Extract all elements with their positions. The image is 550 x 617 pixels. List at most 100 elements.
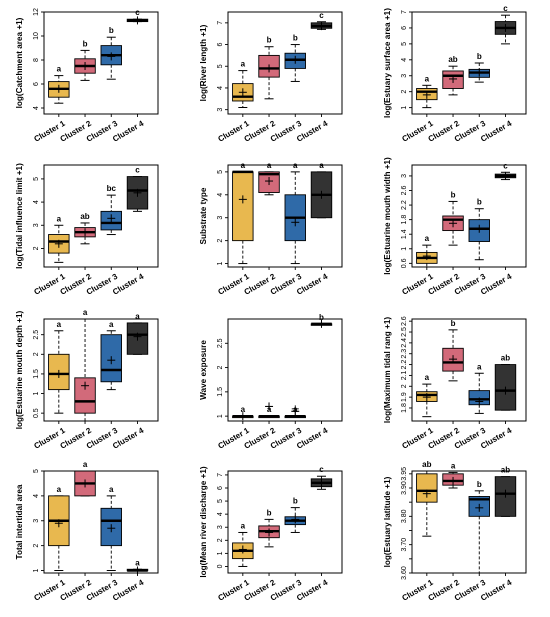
plot-frame (411, 11, 527, 115)
y-tick-label: 0 (217, 564, 224, 568)
y-tick-label: 2.3 (401, 349, 408, 359)
box-group: b (258, 36, 280, 100)
box-group: a (74, 308, 96, 422)
significance-letter: c (319, 465, 324, 474)
y-tick-label: 1.5 (217, 387, 224, 397)
box-group: b (468, 52, 490, 83)
y-axis-label: log(Catchment area +1) (15, 17, 24, 108)
significance-letter: a (477, 362, 482, 371)
y-tick-label: 7 (217, 21, 224, 25)
y-tick-label: 3.60 (401, 566, 408, 580)
y-axis-label: log(Estuarine mouth depth +1) (15, 310, 24, 429)
box-group: a (126, 558, 149, 575)
plot-frame (43, 318, 159, 422)
box-group: ab (442, 55, 464, 96)
y-tick-label: 1.8 (401, 403, 408, 413)
y-axis-label: log(Estuarine mouth width +1) (383, 157, 392, 275)
plot-frame (43, 470, 159, 574)
box-group: a (442, 461, 464, 489)
box-group: b (442, 190, 464, 246)
y-tick-label: 10 (33, 32, 40, 40)
box-group: a (310, 161, 333, 219)
y-tick-label: 4 (217, 193, 224, 197)
significance-letter: a (57, 214, 62, 223)
box-group: a (284, 161, 306, 265)
box-group: b (442, 319, 464, 382)
y-tick-label: 3.70 (401, 538, 408, 552)
significance-letter: a (109, 320, 114, 329)
significance-letter: a (83, 308, 88, 317)
significance-letter: ab (80, 212, 89, 221)
box-group: b (258, 508, 280, 548)
box-group: a (416, 234, 438, 268)
significance-letter: b (319, 313, 324, 322)
y-axis-label: Total intertidal area (15, 484, 24, 559)
y-tick-label: 5 (217, 499, 224, 503)
y-tick-label: 2 (33, 544, 40, 548)
y-tick-label: 1.4 (401, 229, 408, 239)
y-tick-label: 1 (33, 568, 40, 572)
y-tick-label: 6 (217, 43, 224, 47)
box-group: a (258, 161, 280, 196)
significance-letter: b (477, 52, 482, 61)
y-tick-label: 2 (33, 352, 40, 356)
significance-letter: b (267, 508, 272, 517)
box-group: c (126, 8, 149, 25)
significance-letter: c (135, 8, 140, 17)
box-group: a (48, 485, 70, 572)
panel: abaab1.81.922.12.22.32.42.52.6log(Maximu… (383, 316, 527, 451)
y-tick-label: 2 (401, 90, 408, 94)
plot-frame (43, 11, 159, 115)
y-tick-label: 0.5 (33, 408, 40, 418)
y-axis-label: log(River length +1) (199, 24, 208, 101)
y-tick-label: 3.90 (401, 481, 408, 495)
y-tick-label: 1.9 (401, 392, 408, 402)
y-tick-label: 3 (401, 174, 408, 178)
box-group: a (416, 74, 438, 109)
box-group: a (48, 214, 70, 263)
y-tick-label: 3 (217, 525, 224, 529)
plot-frame (411, 164, 527, 268)
y-tick-label: 4 (33, 200, 40, 204)
y-tick-label: 1.5 (33, 369, 40, 379)
y-tick-label: 7 (401, 10, 408, 14)
box-group: a (232, 60, 254, 108)
significance-letter: a (425, 234, 430, 243)
y-tick-label: 3 (33, 223, 40, 227)
significance-letter: ab (501, 466, 510, 475)
plot-frame (43, 164, 159, 268)
y-tick-label: 2 (217, 366, 224, 370)
box-group: a (232, 161, 254, 265)
significance-letter: a (109, 485, 114, 494)
significance-letter: a (57, 485, 62, 494)
box-group: b (284, 497, 306, 533)
y-tick-label: 5 (33, 177, 40, 181)
box-group: b (284, 34, 306, 82)
significance-letter: a (57, 65, 62, 74)
plot-frame (411, 318, 527, 422)
significance-letter: b (451, 319, 456, 328)
y-axis-label: Substrate type (199, 187, 208, 244)
significance-letter: b (477, 198, 482, 207)
y-tick-label: 3 (217, 108, 224, 112)
y-tick-label: 2.5 (401, 327, 408, 337)
box-group: a (126, 312, 149, 355)
box-group: ab (416, 460, 438, 537)
significance-letter: b (477, 480, 482, 489)
y-tick-label: 12 (33, 8, 40, 16)
y-tick-label: 2.5 (217, 338, 224, 348)
plot-frame (227, 164, 343, 268)
significance-letter: bc (107, 184, 117, 193)
y-axis-label: log(Estuary latitude +1) (383, 476, 392, 567)
y-tick-label: 2.1 (401, 370, 408, 380)
y-tick-label: 2 (217, 538, 224, 542)
box-group: a (48, 320, 70, 414)
box-group: b (310, 313, 333, 328)
y-tick-label: 5 (401, 42, 408, 46)
significance-letter: ab (501, 354, 510, 363)
